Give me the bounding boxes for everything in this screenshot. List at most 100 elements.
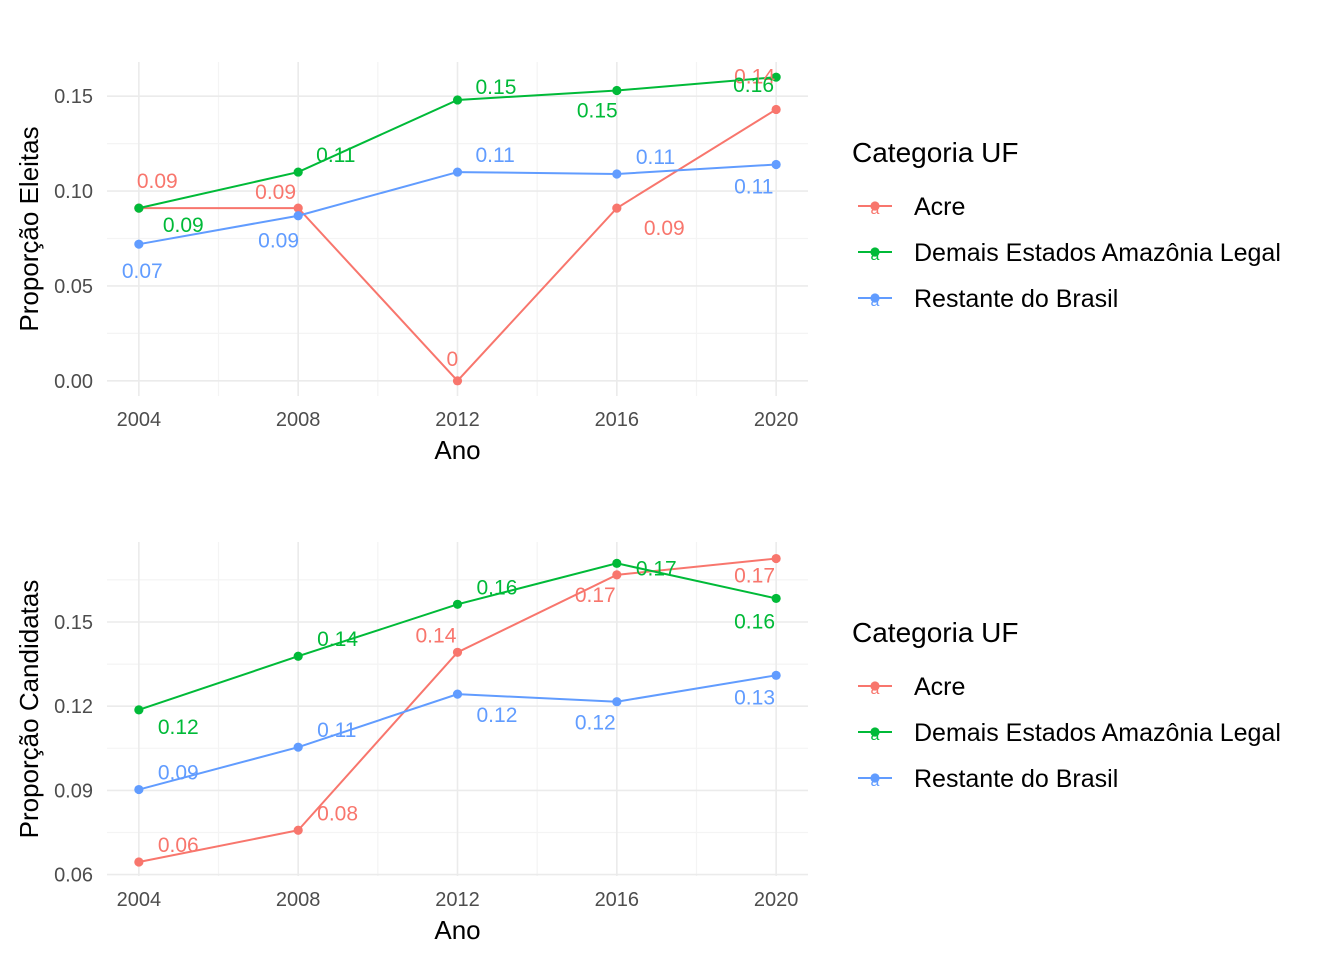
data-point bbox=[293, 211, 303, 221]
data-point bbox=[452, 689, 463, 699]
x-tick-label: 2008 bbox=[276, 409, 321, 431]
data-point bbox=[134, 857, 144, 867]
series-demais-estados-amazonia-legal bbox=[134, 558, 781, 715]
data-label: 0.09 bbox=[644, 217, 685, 240]
data-point bbox=[771, 72, 781, 82]
y-tick-label: 0.00 bbox=[54, 371, 93, 393]
x-tick-label: 2016 bbox=[595, 889, 640, 911]
x-tick-label: 2016 bbox=[595, 409, 640, 431]
data-point bbox=[771, 670, 781, 680]
legend-key-glyph: a bbox=[871, 727, 880, 744]
x-tick-label: 2008 bbox=[276, 889, 321, 911]
series-restante-do-brasil bbox=[134, 670, 781, 795]
data-point bbox=[612, 570, 622, 580]
data-label: 0.12 bbox=[158, 716, 199, 739]
x-tick-label: 2012 bbox=[435, 409, 480, 431]
legend-key-point bbox=[870, 293, 880, 303]
legend-item-acre: a Acre bbox=[858, 193, 965, 221]
legend-item-demais-estados-amazonia-legal: a Demais Estados Amazônia Legal bbox=[858, 719, 1281, 747]
data-label: 0.09 bbox=[255, 181, 296, 204]
legend-key-point bbox=[870, 727, 880, 737]
data-label: 0.17 bbox=[734, 565, 775, 588]
legend-title: Categoria UF bbox=[852, 137, 1019, 168]
data-point bbox=[452, 95, 463, 105]
chart-panel-2: 0.06 0.09 0.12 0.15 2004 2008 2012 2016 2020 Ano P… bbox=[14, 542, 1281, 945]
legend-key-point bbox=[870, 247, 880, 257]
legend-item-restante-do-brasil: a Restante do Brasil bbox=[858, 765, 1118, 793]
data-label: 0.12 bbox=[575, 712, 616, 735]
data-label: 0.14 bbox=[734, 65, 775, 88]
legend: Categoria UF a Acre a Demais Estados Amazôni… bbox=[852, 137, 1281, 313]
y-tick-label: 0.06 bbox=[54, 865, 93, 887]
data-point bbox=[612, 85, 622, 96]
data-label: 0.11 bbox=[476, 144, 515, 167]
x-tick-label: 2004 bbox=[117, 889, 162, 911]
legend-key-point bbox=[870, 201, 880, 211]
legend-key-point bbox=[870, 681, 880, 691]
y-tick-label: 0.15 bbox=[54, 86, 93, 108]
data-point bbox=[293, 167, 303, 177]
data-point bbox=[293, 651, 303, 661]
data-label: 0.12 bbox=[477, 704, 518, 727]
data-label: 0.09 bbox=[258, 230, 299, 253]
legend-label: Demais Estados Amazônia Legal bbox=[914, 239, 1281, 267]
legend-label: Restante do Brasil bbox=[914, 765, 1118, 793]
x-axis-title: Ano bbox=[434, 915, 480, 945]
data-label: 0.16 bbox=[734, 610, 775, 633]
legend: Categoria UF a Acre a Demais Estados Amazôni… bbox=[852, 617, 1281, 793]
data-label: 0.17 bbox=[636, 557, 677, 580]
y-tick-label: 0.09 bbox=[54, 780, 93, 802]
x-tick-label: 2004 bbox=[117, 409, 162, 431]
legend-label: Acre bbox=[914, 193, 965, 221]
data-label: 0.11 bbox=[636, 146, 675, 169]
data-label: 0 bbox=[447, 348, 459, 371]
data-label: 0.09 bbox=[163, 214, 204, 237]
data-point bbox=[612, 169, 622, 179]
data-point bbox=[771, 104, 781, 115]
data-point bbox=[452, 167, 463, 177]
data-point bbox=[293, 742, 303, 752]
data-label: 0.09 bbox=[158, 762, 199, 785]
data-point bbox=[612, 558, 622, 568]
data-point bbox=[452, 599, 463, 609]
data-label: 0.17 bbox=[575, 584, 616, 607]
y-tick-label: 0.12 bbox=[54, 696, 93, 718]
legend-key-glyph: a bbox=[871, 681, 880, 698]
data-label: 0.16 bbox=[733, 74, 774, 97]
data-label: 0.16 bbox=[477, 576, 518, 599]
data-label: 0.14 bbox=[416, 624, 457, 647]
x-tick-label: 2020 bbox=[754, 409, 799, 431]
legend-title: Categoria UF bbox=[852, 617, 1019, 648]
data-point bbox=[293, 203, 303, 213]
series-restante-do-brasil bbox=[134, 159, 781, 249]
legend-key-glyph: a bbox=[871, 293, 880, 310]
data-label: 0.08 bbox=[317, 802, 358, 825]
legend-item-restante-do-brasil: a Restante do Brasil bbox=[858, 285, 1118, 313]
data-label: 0.09 bbox=[137, 170, 178, 193]
y-tick-label: 0.10 bbox=[54, 181, 93, 203]
data-point bbox=[293, 825, 303, 835]
data-point bbox=[134, 203, 144, 213]
data-point bbox=[134, 705, 144, 715]
data-label: 0.11 bbox=[734, 175, 773, 198]
legend-item-demais-estados-amazonia-legal: a Demais Estados Amazônia Legal bbox=[858, 239, 1281, 267]
data-label: 0.06 bbox=[158, 834, 199, 857]
y-axis-title: Proporção Candidatas bbox=[14, 580, 44, 839]
data-point bbox=[771, 553, 781, 564]
legend-label: Acre bbox=[914, 673, 965, 701]
legend-label: Demais Estados Amazônia Legal bbox=[914, 719, 1281, 747]
legend-key-glyph: a bbox=[871, 247, 880, 264]
legend-item-acre: a Acre bbox=[858, 673, 965, 701]
data-point bbox=[134, 239, 144, 249]
data-point bbox=[612, 203, 622, 213]
chart-panel-1: 0.00 0.05 0.10 0.15 2004 2008 2012 2016 2020 Ano P… bbox=[14, 62, 1281, 465]
data-point bbox=[452, 647, 463, 657]
x-tick-label: 2012 bbox=[435, 889, 480, 911]
y-axis-title: Proporção Eleitas bbox=[14, 126, 44, 331]
data-label: 0.14 bbox=[317, 628, 358, 651]
data-label: 0.11 bbox=[317, 719, 356, 742]
series-demais-estados-amazonia-legal bbox=[134, 72, 781, 213]
data-label: 0.15 bbox=[476, 76, 517, 99]
data-point bbox=[771, 159, 781, 170]
